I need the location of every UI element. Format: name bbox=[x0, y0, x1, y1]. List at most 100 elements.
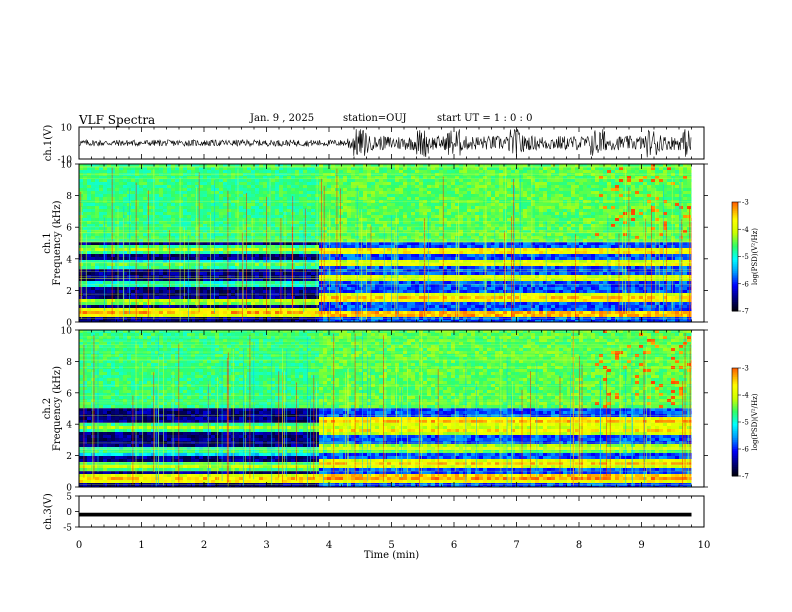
spectrogram-cell bbox=[115, 218, 120, 222]
spectrogram-cell bbox=[399, 242, 404, 246]
spectrogram-cell bbox=[207, 251, 212, 255]
spectrogram-cell bbox=[367, 194, 372, 198]
spectrogram-cell bbox=[387, 227, 392, 231]
spectrogram-cell bbox=[163, 188, 168, 192]
spectrogram-cell bbox=[363, 245, 368, 249]
spectrogram-cell bbox=[175, 296, 180, 300]
spectrogram-cell bbox=[303, 167, 308, 171]
spectrogram-cell bbox=[347, 320, 352, 323]
spectrogram-cell bbox=[415, 299, 420, 303]
spectrogram-cell bbox=[275, 254, 280, 258]
spectrogram-cell bbox=[131, 302, 136, 306]
spectrogram-cell bbox=[339, 200, 344, 204]
spectrogram-cell bbox=[299, 179, 304, 183]
spectrogram-cell bbox=[219, 164, 224, 168]
spectrogram-cell bbox=[223, 218, 228, 222]
spectrogram-cell bbox=[103, 296, 108, 300]
spectrogram-cell bbox=[123, 230, 128, 234]
spectrogram-cell bbox=[183, 215, 188, 219]
spectrogram-cell bbox=[359, 188, 364, 192]
spectrogram-cell bbox=[267, 194, 272, 198]
spectrogram-cell bbox=[139, 215, 144, 219]
spectrogram-cell bbox=[171, 314, 176, 318]
spectrogram-cell bbox=[423, 191, 428, 195]
spectrogram-cell bbox=[79, 287, 84, 291]
spectrogram-cell bbox=[95, 257, 100, 261]
spectrogram-cell bbox=[83, 182, 88, 186]
spectrogram-cell bbox=[147, 275, 152, 279]
spectrogram-cell bbox=[183, 278, 188, 282]
spectrogram-cell bbox=[383, 248, 388, 252]
spectrogram-cell bbox=[323, 200, 328, 204]
spectrogram-cell bbox=[99, 302, 104, 306]
spectrogram-cell bbox=[203, 182, 208, 186]
spectrogram-cell bbox=[363, 293, 368, 297]
spectrogram-cell bbox=[139, 227, 144, 231]
spectrogram-cell bbox=[159, 287, 164, 291]
spectrogram-cell bbox=[131, 164, 136, 168]
spectrogram-cell bbox=[223, 233, 228, 237]
spectrogram-cell bbox=[339, 284, 344, 288]
spectrogram-cell bbox=[295, 317, 300, 321]
spectrogram-cell bbox=[267, 290, 272, 294]
spectrogram-cell bbox=[355, 320, 360, 323]
spectrogram-cell bbox=[211, 233, 216, 237]
spectrogram-cell bbox=[191, 206, 196, 210]
spectrogram-cell bbox=[175, 188, 180, 192]
spectrogram-cell bbox=[267, 248, 272, 252]
spectrogram-cell bbox=[255, 215, 260, 219]
spectrogram-cell bbox=[83, 305, 88, 309]
spectrogram-cell bbox=[199, 293, 204, 297]
spectrogram-cell bbox=[295, 185, 300, 189]
spectrogram-cell bbox=[247, 314, 252, 318]
spectrogram-cell bbox=[399, 197, 404, 201]
spectrogram-cell bbox=[227, 233, 232, 237]
spectrogram-cell bbox=[131, 278, 136, 282]
spectrogram-cell bbox=[267, 203, 272, 207]
spectrogram-cell bbox=[331, 194, 336, 198]
spectrogram-cell bbox=[435, 209, 440, 213]
spectrogram-cell bbox=[427, 197, 432, 201]
spectrogram-cell bbox=[371, 296, 376, 300]
spectrogram-cell bbox=[111, 266, 116, 270]
spectrogram-cell bbox=[119, 200, 124, 204]
spectrogram-cell bbox=[107, 227, 112, 231]
spectrogram-cell bbox=[439, 245, 444, 249]
spectrogram-cell bbox=[119, 230, 124, 234]
spectrogram-cell bbox=[387, 251, 392, 255]
spectrogram-cell bbox=[131, 296, 136, 300]
spectrogram-cell bbox=[247, 200, 252, 204]
date-label: Jan. 9 , 2025 bbox=[250, 113, 315, 124]
spectrogram-cell bbox=[299, 320, 304, 323]
spectrogram-cell bbox=[263, 173, 268, 177]
spectrogram-cell bbox=[79, 209, 84, 213]
spectrogram-cell bbox=[391, 164, 396, 168]
spectrogram-cell bbox=[343, 197, 348, 201]
spectrogram-cell bbox=[423, 206, 428, 210]
spectrogram-cell bbox=[103, 245, 108, 249]
spectrogram-cell bbox=[343, 200, 348, 204]
spectrogram-cell bbox=[247, 227, 252, 231]
spectrogram-cell bbox=[351, 179, 356, 183]
spectrogram-cell bbox=[79, 230, 84, 234]
spectrogram-cell bbox=[223, 266, 228, 270]
spectrogram-cell bbox=[91, 299, 96, 303]
spectrogram-cell bbox=[115, 269, 120, 273]
spectrogram-cell bbox=[79, 224, 84, 228]
spectrogram-cell bbox=[383, 251, 388, 255]
spectrogram-cell bbox=[151, 236, 156, 240]
spectrogram-cell bbox=[331, 272, 336, 276]
spectrogram-cell bbox=[419, 212, 424, 216]
spectrogram-cell bbox=[391, 221, 396, 225]
spectrogram-cell bbox=[163, 263, 168, 267]
spectrogram-cell bbox=[343, 245, 348, 249]
spectrogram-cell bbox=[363, 191, 368, 195]
spectrogram-cell bbox=[147, 245, 152, 249]
spectrogram-cell bbox=[419, 218, 424, 222]
spectrogram-cell bbox=[411, 269, 416, 273]
spectrogram-cell bbox=[227, 179, 232, 183]
spectrogram-cell bbox=[91, 317, 96, 321]
spectrogram-cell bbox=[123, 203, 128, 207]
spectrogram-cell bbox=[331, 227, 336, 231]
